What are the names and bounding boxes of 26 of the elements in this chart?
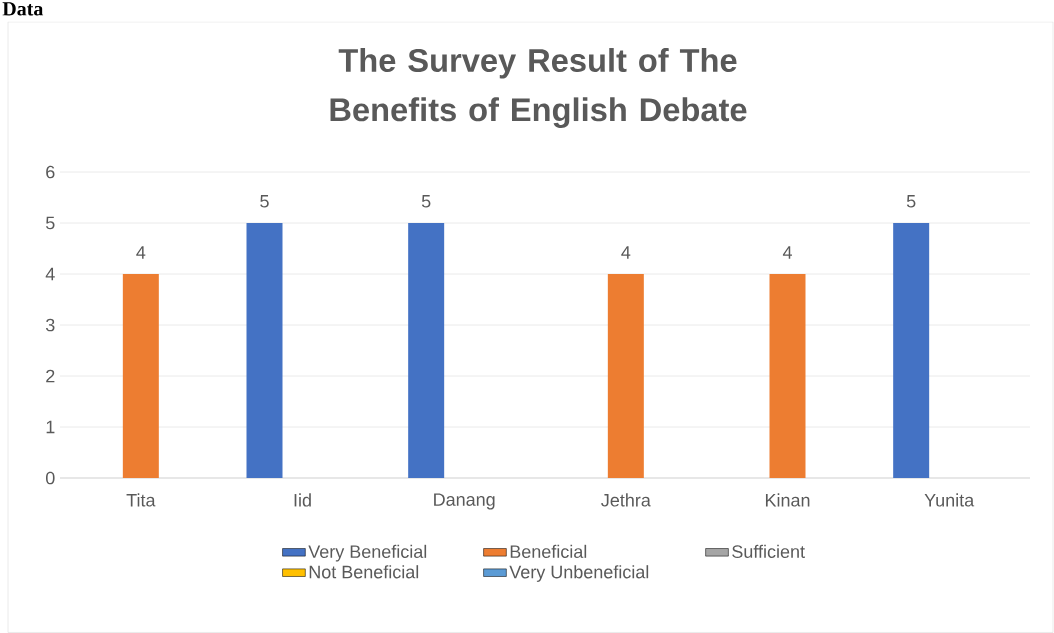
x-tick-label: Jethra <box>601 493 651 507</box>
text: Data <box>2 2 44 16</box>
x-tick-label: Tita <box>126 493 156 507</box>
y-tick-label: 4 <box>45 267 55 281</box>
data-label: 5 <box>906 195 916 208</box>
x-tick-label: Yunita <box>924 493 975 507</box>
x-tick-label: Iid <box>294 493 311 507</box>
data-label: 5 <box>260 195 269 208</box>
y-tick-label: 5 <box>45 216 55 230</box>
legend-label: Sufficient <box>732 544 805 559</box>
y-tick-label: 6 <box>46 165 55 179</box>
data-label: 4 <box>621 246 631 259</box>
y-tick-label: 2 <box>46 369 55 383</box>
data-label: 4 <box>782 246 792 259</box>
x-tick-label: Danang <box>434 493 495 510</box>
legend-label: Very Beneficial <box>308 544 427 562</box>
legend-label: Beneficial <box>510 544 587 559</box>
data-label: 5 <box>421 195 431 208</box>
chart-title: The Survey Result of The Benefits of English Debate <box>330 48 747 128</box>
y-tick-label: 0 <box>45 471 55 485</box>
y-tick-label: 1 <box>46 420 55 434</box>
data-label: 4 <box>136 246 146 259</box>
x-tick-label: Kinan <box>765 493 810 507</box>
legend-label: Very Unbeneficial <box>509 565 649 582</box>
legend-label: Not Beneficial <box>309 565 419 579</box>
y-tick-label: 3 <box>45 318 55 332</box>
